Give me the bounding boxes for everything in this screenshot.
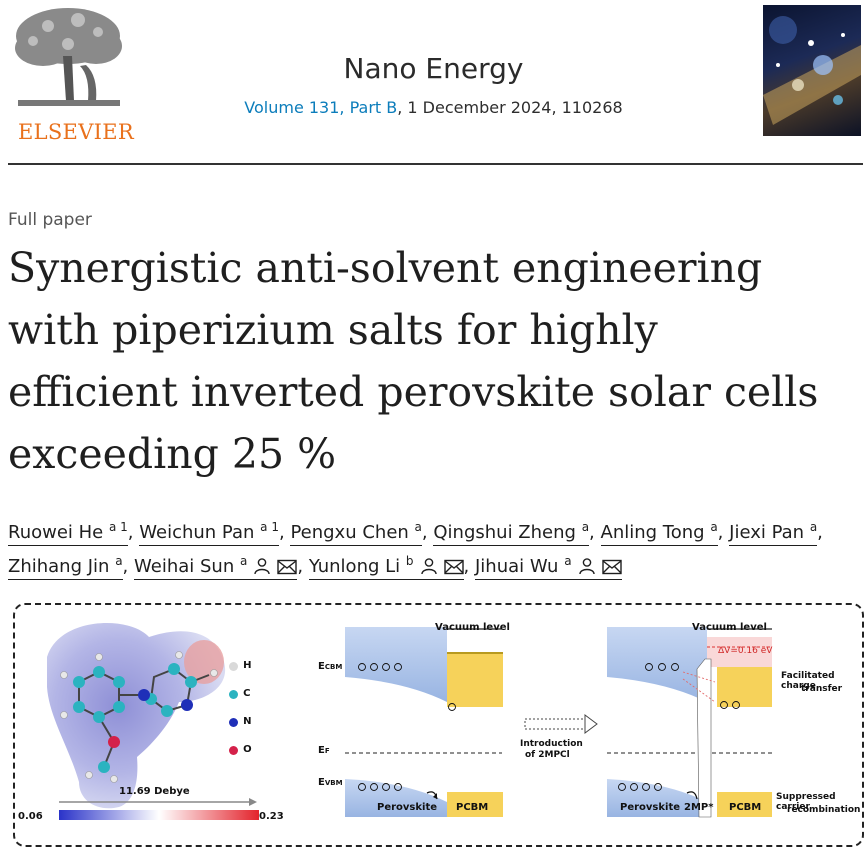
issue-date: , 1 December 2024, 110268: [397, 98, 623, 117]
author-link[interactable]: Anling Tong a: [600, 520, 718, 546]
evbm-sub: VBM: [324, 779, 343, 787]
author-separator: ,: [421, 522, 428, 543]
person-icon[interactable]: [578, 553, 596, 587]
author-separator: ,: [717, 522, 724, 543]
title-line: efficient inverted perovskite solar cell…: [8, 368, 819, 416]
cover-art-icon: [763, 16, 861, 125]
vacuum-level-left: Vacuum level: [435, 622, 510, 633]
article-title: Synergistic anti-solvent engineering wit…: [8, 237, 863, 485]
author-name: Ruowei He: [8, 522, 104, 543]
suppressed-2: recombination: [787, 805, 861, 815]
legend-o: O: [243, 744, 252, 755]
author-affiliation: a: [581, 520, 590, 534]
envelope-icon[interactable]: [443, 553, 464, 587]
suppressed-1: Suppressed carrier: [776, 792, 836, 812]
journal-title[interactable]: Nano Energy: [343, 52, 524, 85]
legend-h: H: [243, 660, 252, 671]
author-affiliation: a: [809, 520, 818, 534]
author-affiliation: a: [564, 554, 572, 568]
author-name: Yunlong Li: [308, 556, 401, 577]
author-separator: ,: [127, 522, 134, 543]
author-affiliation: a: [239, 554, 248, 568]
title-line: Synergistic anti-solvent engineering: [8, 244, 763, 292]
perovskite-left: Perovskite: [377, 802, 438, 813]
author-separator: ,: [122, 556, 129, 577]
legend-n: N: [243, 716, 252, 727]
journal-cover-image[interactable]: [763, 5, 861, 136]
arrow-label-1: Introduction: [520, 739, 583, 749]
ef-sub: F: [324, 747, 330, 755]
author-link[interactable]: Ruowei He a 1: [8, 520, 128, 546]
author-name: Jiexi Pan: [729, 522, 805, 543]
author-affiliation: a 1: [108, 520, 128, 534]
volume-info: Volume 131, Part B, 1 December 2024, 110…: [0, 98, 867, 117]
title-line: exceeding 25 %: [8, 430, 337, 478]
author-name: Jihuai Wu: [475, 556, 559, 577]
author-affiliation: b: [405, 554, 414, 568]
author-separator: ,: [817, 522, 823, 543]
title-line: with piperizium salts for highly: [8, 306, 658, 354]
author-name: Anling Tong: [600, 522, 705, 543]
author-affiliation: a: [710, 520, 718, 534]
scale-min: 0.06: [18, 811, 43, 822]
author-separator: ,: [463, 556, 470, 577]
elsevier-logo[interactable]: ELSEVIER: [8, 6, 134, 144]
scale-max: 0.23: [259, 811, 284, 822]
person-icon[interactable]: [420, 553, 438, 587]
hydrogen-atom-icon: [229, 662, 238, 671]
author-link[interactable]: Qingshui Zheng a: [433, 520, 590, 546]
legend-c: C: [243, 688, 251, 699]
ecbm-label: E: [318, 661, 325, 672]
pcbm-left: PCBM: [456, 802, 489, 813]
author-name: Pengxu Chen: [290, 522, 409, 543]
pcbm-right: PCBM: [729, 802, 762, 813]
evbm-label: E: [318, 777, 325, 788]
article-type: Full paper: [8, 210, 92, 230]
author-name: Qingshui Zheng: [433, 522, 576, 543]
author-affiliation: a: [115, 554, 123, 568]
band-diagram-figure: [345, 627, 772, 818]
elsevier-tree-icon: [8, 6, 130, 110]
nitrogen-atom-icon: [229, 718, 238, 727]
author-name: Weichun Pan: [139, 522, 255, 543]
author-separator: ,: [589, 522, 595, 543]
author-link[interactable]: Jihuai Wu a: [475, 554, 622, 580]
delta-v-label: ΔV=0.16 eV: [718, 646, 773, 656]
twomp-label: 2MP*: [684, 802, 714, 813]
author-link[interactable]: Jiexi Pan a: [729, 520, 818, 546]
envelope-icon[interactable]: [277, 553, 298, 587]
envelope-icon[interactable]: [601, 553, 622, 587]
author-separator: ,: [278, 522, 285, 543]
oxygen-atom-icon: [229, 746, 238, 755]
publisher-wordmark: ELSEVIER: [18, 120, 134, 144]
arrow-label-2: of 2MPCl: [525, 750, 570, 760]
facilitated-1: Facilitated charge: [781, 671, 835, 691]
esp-molecule-figure: [47, 623, 259, 820]
ef-label: E: [318, 745, 325, 756]
dipole-label: 11.69 Debye: [119, 786, 190, 797]
author-affiliation: a 1: [260, 520, 279, 534]
author-link[interactable]: Weihai Sun a: [134, 554, 298, 580]
author-link[interactable]: Yunlong Li b: [308, 554, 464, 580]
perovskite-right: Perovskite: [620, 802, 681, 813]
author-separator: ,: [297, 556, 304, 577]
journal-header: ELSEVIER Nano Energy Volume 131, Part B,…: [0, 0, 867, 165]
author-link[interactable]: Pengxu Chen a: [290, 520, 422, 546]
ecbm-sub: CBM: [324, 663, 343, 671]
facilitated-2: transfer: [801, 684, 843, 694]
author-name: Zhihang Jin: [8, 556, 110, 577]
author-name: Weihai Sun: [134, 556, 235, 577]
author-affiliation: a: [414, 520, 422, 534]
graphical-abstract[interactable]: 11.69 Debye 0.06 0.23 H C N O: [13, 603, 864, 847]
vacuum-level-right: Vacuum level: [692, 622, 767, 633]
carbon-atom-icon: [229, 690, 238, 699]
atom-legend: H C N O: [229, 653, 269, 763]
author-list: Ruowei He a 1, Weichun Pan a 1, Pengxu C…: [8, 516, 863, 587]
author-link[interactable]: Weichun Pan a 1: [139, 520, 279, 546]
person-icon[interactable]: [253, 553, 271, 587]
author-link[interactable]: Zhihang Jin a: [8, 554, 123, 580]
volume-link[interactable]: Volume 131, Part B: [244, 98, 398, 117]
header-divider: [8, 163, 863, 165]
